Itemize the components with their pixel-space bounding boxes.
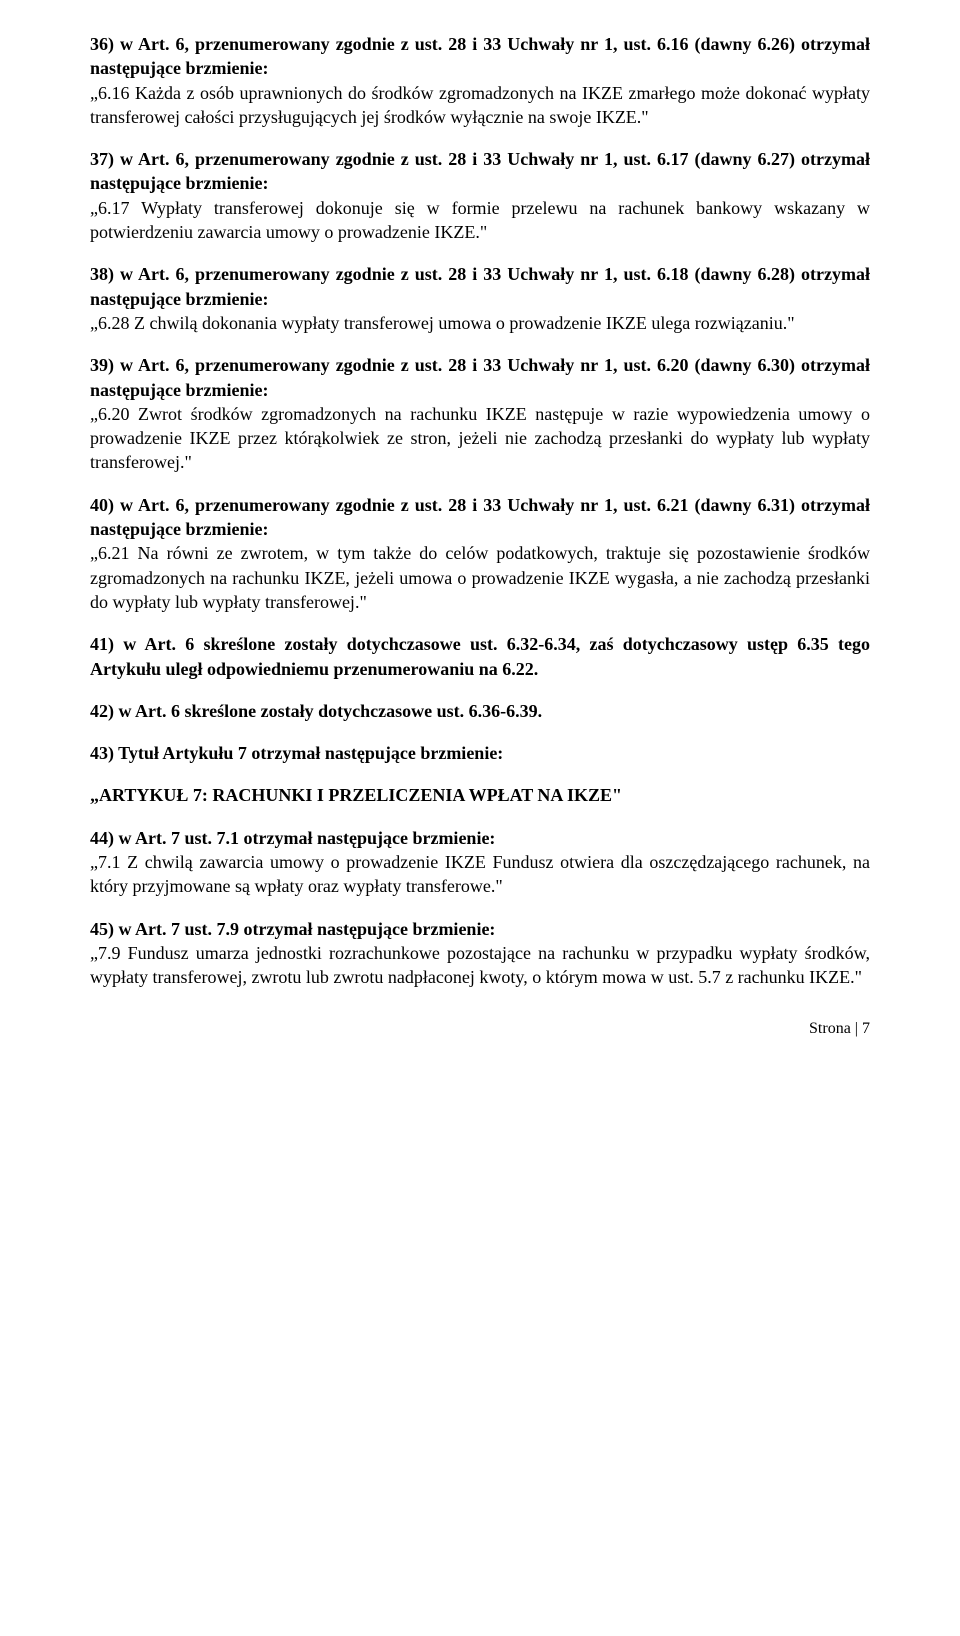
section-body: „6.16 Każda z osób uprawnionych do środk… xyxy=(90,83,870,127)
section-2: 38) w Art. 6, przenumerowany zgodnie z u… xyxy=(90,262,870,335)
document-body: 36) w Art. 6, przenumerowany zgodnie z u… xyxy=(90,32,870,990)
section-heading: 40) w Art. 6, przenumerowany zgodnie z u… xyxy=(90,495,870,539)
section-heading: 42) w Art. 6 skreślone zostały dotychcza… xyxy=(90,701,542,721)
section-1: 37) w Art. 6, przenumerowany zgodnie z u… xyxy=(90,147,870,244)
section-body: „6.21 Na równi ze zwrotem, w tym także d… xyxy=(90,543,870,612)
section-heading: 38) w Art. 6, przenumerowany zgodnie z u… xyxy=(90,264,870,308)
section-heading: 37) w Art. 6, przenumerowany zgodnie z u… xyxy=(90,149,870,193)
page-footer: Strona | 7 xyxy=(90,1018,870,1040)
section-heading: 43) Tytuł Artykułu 7 otrzymał następując… xyxy=(90,743,503,763)
section-heading: 39) w Art. 6, przenumerowany zgodnie z u… xyxy=(90,355,870,399)
section-3: 39) w Art. 6, przenumerowany zgodnie z u… xyxy=(90,353,870,474)
section-body: „6.28 Z chwilą dokonania wypłaty transfe… xyxy=(90,313,795,333)
section-body: „6.17 Wypłaty transferowej dokonuje się … xyxy=(90,198,870,242)
section-9: 44) w Art. 7 ust. 7.1 otrzymał następują… xyxy=(90,826,870,899)
section-heading: 36) w Art. 6, przenumerowany zgodnie z u… xyxy=(90,34,870,78)
section-5: 41) w Art. 6 skreślone zostały dotychcza… xyxy=(90,632,870,681)
section-0: 36) w Art. 6, przenumerowany zgodnie z u… xyxy=(90,32,870,129)
section-heading: 45) w Art. 7 ust. 7.9 otrzymał następują… xyxy=(90,919,495,939)
section-body: „7.9 Fundusz umarza jednostki rozrachunk… xyxy=(90,943,870,987)
section-10: 45) w Art. 7 ust. 7.9 otrzymał następują… xyxy=(90,917,870,990)
section-body: „6.20 Zwrot środków zgromadzonych na rac… xyxy=(90,404,870,473)
section-body: „7.1 Z chwilą zawarcia umowy o prowadzen… xyxy=(90,852,870,896)
section-heading: 44) w Art. 7 ust. 7.1 otrzymał następują… xyxy=(90,828,495,848)
section-8: „ARTYKUŁ 7: RACHUNKI I PRZELICZENIA WPŁA… xyxy=(90,783,870,807)
section-6: 42) w Art. 6 skreślone zostały dotychcza… xyxy=(90,699,870,723)
section-4: 40) w Art. 6, przenumerowany zgodnie z u… xyxy=(90,493,870,614)
section-heading: 41) w Art. 6 skreślone zostały dotychcza… xyxy=(90,634,870,678)
section-heading: „ARTYKUŁ 7: RACHUNKI I PRZELICZENIA WPŁA… xyxy=(90,785,622,805)
section-7: 43) Tytuł Artykułu 7 otrzymał następując… xyxy=(90,741,870,765)
